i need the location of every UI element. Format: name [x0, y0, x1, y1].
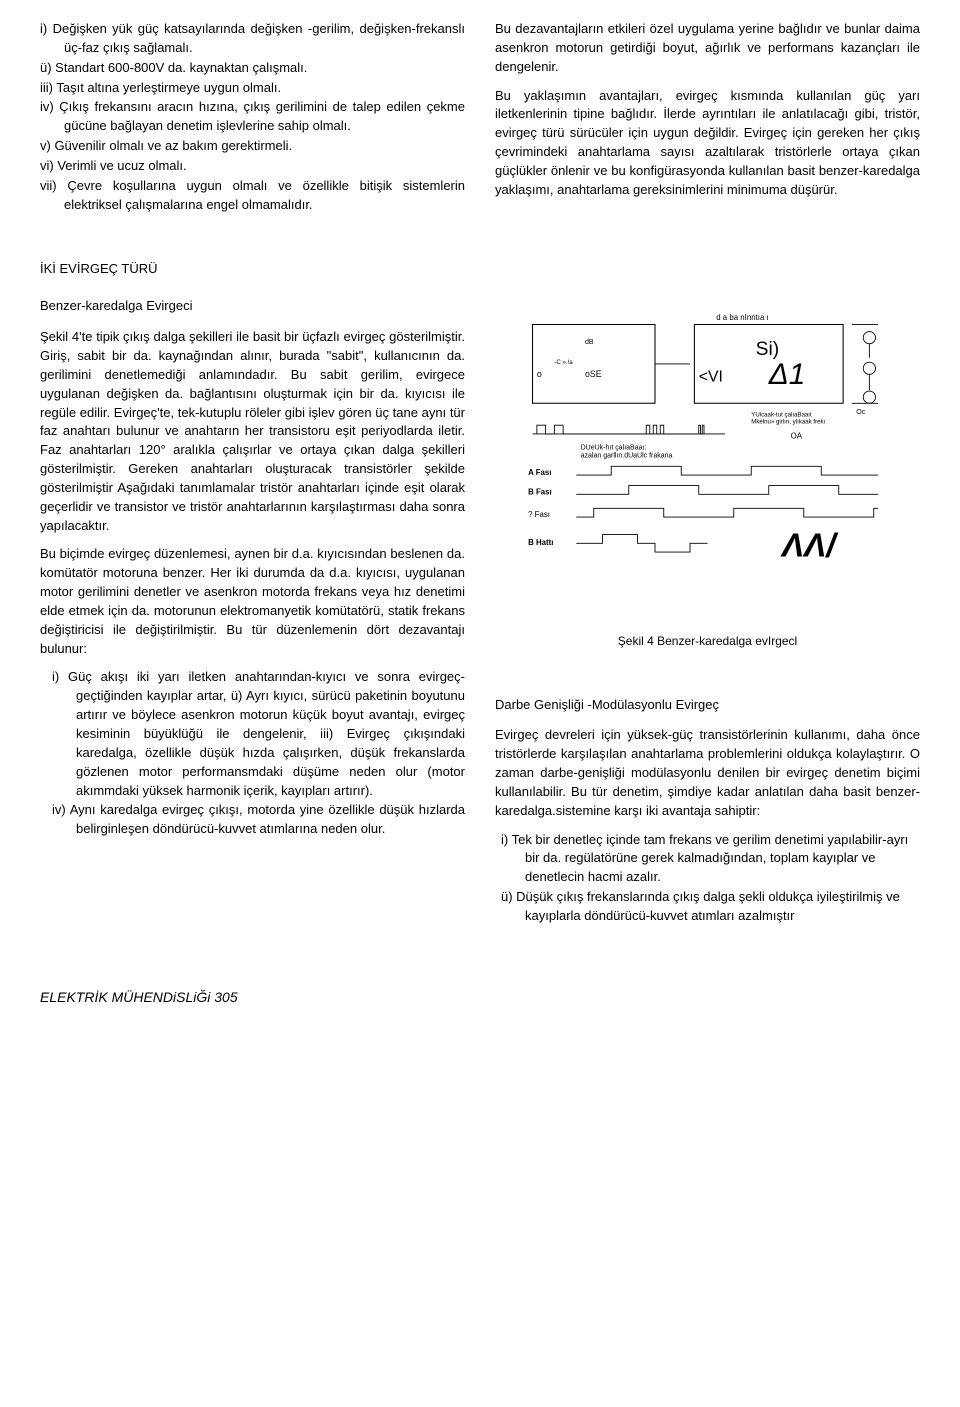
svg-text:o: o [537, 369, 542, 379]
svg-text:? Fası: ? Fası [528, 510, 550, 519]
top-section: i) Değişken yük güç katsayılarında değiş… [40, 20, 920, 215]
svg-text:oSE: oSE [585, 369, 602, 379]
figure-container: dB -C ».!a o oSE d a ba nInntıa ı Si) <V… [495, 297, 920, 927]
list-item: i) Değişken yük güç katsayılarında değiş… [40, 20, 465, 58]
svg-text:A Fası: A Fası [528, 468, 551, 477]
paragraph: Bu yaklaşımın avantajları, evirgeç kısmı… [495, 87, 920, 200]
page-footer: ELEKTRİK MÜHENDiSLiĞi 305 [40, 987, 920, 1007]
svg-text:d a ba nInntıa ı: d a ba nInntıa ı [716, 313, 768, 322]
list-item: i) Güç akışı iki yarı iletken anahtarınd… [52, 668, 465, 800]
figure-caption: Şekil 4 Benzer-karedalga evIrgecl [495, 633, 920, 650]
svg-text:DUeUk-hıt çalıaBaaı:: DUeUk-hıt çalıaBaaı: [581, 445, 647, 452]
svg-text:Si): Si) [756, 339, 780, 360]
svg-text:YUlcaak-tut çalıaBaaıt: YUlcaak-tut çalıaBaaıt [751, 412, 812, 419]
middle-section: Benzer-karedalga Evirgeci Şekil 4'te tip… [40, 297, 920, 927]
list-item: iii) Taşıt altına yerleştirmeye uygun ol… [40, 79, 465, 98]
list-item: vi) Verimli ve ucuz olmalı. [40, 157, 465, 176]
svg-text:Δ1: Δ1 [768, 358, 806, 391]
svg-text:azalan garllın.dUaUlc frakana: azalan garllın.dUaUlc frakana [581, 453, 673, 460]
list-item: iv) Aynı karedalga evirgeç çıkışı, motor… [52, 801, 465, 839]
paragraph: Şekil 4'te tipik çıkış dalga şekilleri i… [40, 328, 465, 535]
svg-text:Mkelnu» girlın, ylıkaak frekı: Mkelnu» girlın, ylıkaak frekı [751, 419, 825, 426]
svg-text:B Hattı: B Hattı [528, 538, 553, 547]
list-item: v) Güvenilir olmalı ve az bakım gerektir… [40, 137, 465, 156]
top-left-col: i) Değişken yük güç katsayılarında değiş… [40, 20, 465, 215]
svg-text:ΛΛ/: ΛΛ/ [780, 528, 839, 565]
svg-text:-C ».!a: -C ».!a [554, 359, 573, 366]
list-item: ü) Düşük çıkış frekanslarında çıkış dalg… [501, 888, 920, 926]
list-item: iv) Çıkış frekansını aracın hızına, çıkı… [40, 98, 465, 136]
paragraph: Bu biçimde evirgeç düzenlemesi, aynen bi… [40, 545, 465, 658]
list-item: ü) Standart 600-800V da. kaynaktan çalış… [40, 59, 465, 78]
paragraph: Evirgeç devreleri için yüksek-güç transi… [495, 726, 920, 820]
paragraph: Bu dezavantajların etkileri özel uygulam… [495, 20, 920, 77]
svg-text:Oc: Oc [856, 409, 865, 416]
section-heading: İKİ EVİRGEÇ TÜRÜ [40, 260, 920, 279]
svg-text:<VI: <VI [699, 369, 723, 386]
svg-text:dB: dB [585, 339, 594, 346]
top-right-col: Bu dezavantajların etkileri özel uygulam… [495, 20, 920, 215]
circuit-diagram: dB -C ».!a o oSE d a ba nInntıa ı Si) <V… [495, 307, 920, 587]
svg-text:B Fası: B Fası [528, 488, 552, 497]
subheading: Benzer-karedalga Evirgeci [40, 297, 465, 316]
svg-text:OA: OA [791, 432, 803, 441]
list-item: i) Tek bir denetleç içinde tam frekans v… [501, 831, 920, 888]
list-item: vii) Çevre koşullarına uygun olmalı ve ö… [40, 177, 465, 215]
middle-left-col: Benzer-karedalga Evirgeci Şekil 4'te tip… [40, 297, 465, 927]
subheading: Darbe Genişliği -Modülasyonlu Evirgeç [495, 696, 920, 715]
